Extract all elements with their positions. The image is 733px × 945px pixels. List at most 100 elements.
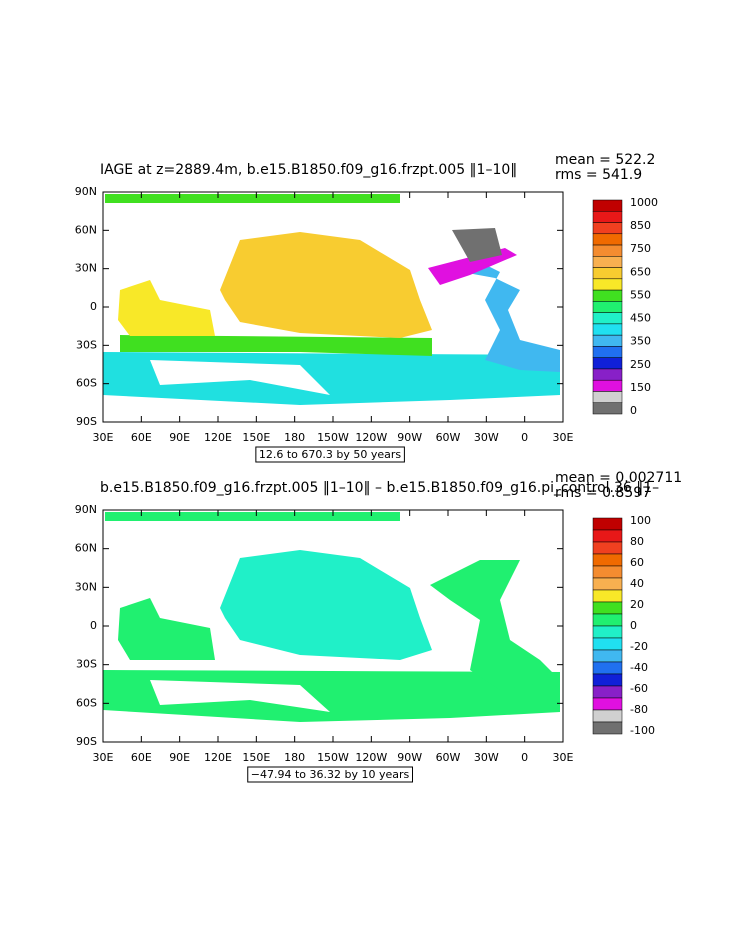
colorbar-label: 1000 — [630, 196, 658, 209]
lon-label: 90E — [169, 751, 190, 764]
colorbar-label: 80 — [630, 535, 644, 548]
land — [150, 680, 330, 712]
colorbar-box — [592, 625, 623, 639]
range-note: −47.94 to 36.32 by 10 years — [251, 768, 410, 781]
lat-label: 90N — [75, 185, 97, 198]
lat-label: 90S — [76, 415, 97, 428]
ocean — [452, 228, 502, 262]
lon-label: 180 — [284, 751, 305, 764]
lon-label: 30E — [553, 431, 574, 444]
map-2 — [103, 512, 560, 722]
land — [150, 360, 330, 395]
lon-label: 0 — [521, 431, 528, 444]
colorbar-label: 350 — [630, 335, 651, 348]
lon-label: 120W — [355, 751, 387, 764]
ocean — [118, 598, 215, 660]
colorbar-box — [592, 517, 623, 531]
lon-label: 150E — [242, 751, 270, 764]
map-1 — [103, 194, 560, 405]
colorbar-box — [592, 685, 623, 699]
colorbar-box — [592, 323, 623, 336]
colorbar-box — [592, 661, 623, 675]
lat-label: 30S — [76, 658, 97, 671]
lon-label: 30E — [93, 751, 114, 764]
range-box — [255, 446, 405, 463]
ocean — [430, 560, 560, 690]
lat-label: 60S — [76, 377, 97, 390]
ocean — [220, 232, 432, 338]
colorbar-box — [592, 601, 623, 615]
lon-label: 30W — [474, 751, 499, 764]
lat-label: 30S — [76, 338, 97, 351]
colorbar-box — [592, 529, 623, 543]
colorbar-label: 60 — [630, 556, 644, 569]
colorbar-box — [592, 301, 623, 313]
range-note: 12.6 to 670.3 by 50 years — [259, 448, 402, 461]
lon-label: 60E — [131, 751, 152, 764]
lat-label: 60N — [75, 223, 97, 236]
mean-stat: mean = 522.2 — [555, 152, 655, 168]
mean-stat: mean = 0.002711 — [555, 470, 682, 486]
lat-label: 60S — [76, 696, 97, 709]
lat-label: 0 — [90, 300, 97, 313]
panel-title: b.e15.B1850.f09_g16.frzpt.005 ‖1–10‖ – b… — [100, 480, 659, 496]
colorbar-label: -100 — [630, 724, 655, 737]
colorbar-box — [592, 565, 623, 579]
colorbar-label: 40 — [630, 577, 644, 590]
colorbar-box — [592, 222, 623, 235]
colorbar-label: 650 — [630, 265, 651, 278]
lat-label: 0 — [90, 619, 97, 632]
lon-label: 90W — [397, 431, 422, 444]
panel-title: IAGE at z=2889.4m, b.e15.B1850.f09_g16.f… — [100, 162, 517, 178]
colorbar-label: -60 — [630, 682, 648, 695]
colorbar-box — [592, 402, 623, 415]
colorbar-box — [592, 289, 623, 302]
colorbar-box — [592, 379, 623, 392]
lon-label: 120W — [355, 431, 387, 444]
colorbar-label: 250 — [630, 358, 651, 371]
lon-label: 150W — [317, 751, 349, 764]
lat-label: 60N — [75, 542, 97, 555]
lon-label: 120E — [204, 431, 232, 444]
lon-label: 90W — [397, 751, 422, 764]
lon-label: 90E — [169, 431, 190, 444]
ocean — [428, 248, 517, 285]
colorbar-box — [592, 278, 623, 291]
colorbar-box — [592, 199, 623, 212]
colorbar-box — [592, 577, 623, 591]
colorbar-label: 100 — [630, 514, 651, 527]
lon-label: 60W — [436, 751, 461, 764]
colorbar-box — [592, 244, 623, 257]
colorbar-label: 450 — [630, 312, 651, 325]
ocean — [120, 335, 432, 356]
colorbar-box — [592, 391, 623, 403]
colorbar-box — [592, 346, 623, 358]
lon-label: 120E — [204, 751, 232, 764]
colorbar-box — [592, 312, 623, 325]
colorbar-label: -80 — [630, 703, 648, 716]
colorbar-box — [592, 589, 623, 603]
lat-label: 30N — [75, 262, 97, 275]
colorbar-label: 550 — [630, 288, 651, 301]
lon-label: 150W — [317, 431, 349, 444]
colorbar-box — [592, 357, 623, 370]
ocean — [118, 280, 215, 336]
colorbar-box — [592, 368, 623, 381]
lon-label: 30E — [93, 431, 114, 444]
colorbar-box — [592, 697, 623, 711]
colorbar-label: 0 — [630, 404, 637, 417]
colorbar-box — [592, 649, 623, 663]
colorbar-label: 150 — [630, 381, 651, 394]
colorbar-box — [592, 334, 623, 347]
colorbar-box — [592, 553, 623, 567]
colorbar-box — [592, 211, 623, 223]
colorbar-label: -40 — [630, 661, 648, 674]
colorbar-box — [592, 709, 623, 723]
lat-label: 30N — [75, 580, 97, 593]
colorbar-box — [592, 673, 623, 687]
ocean — [105, 512, 400, 521]
colorbar-label: 850 — [630, 219, 651, 232]
rms-stat: rms = 0.8597 — [555, 485, 651, 501]
colorbar-box — [592, 267, 623, 280]
ocean — [440, 262, 560, 372]
